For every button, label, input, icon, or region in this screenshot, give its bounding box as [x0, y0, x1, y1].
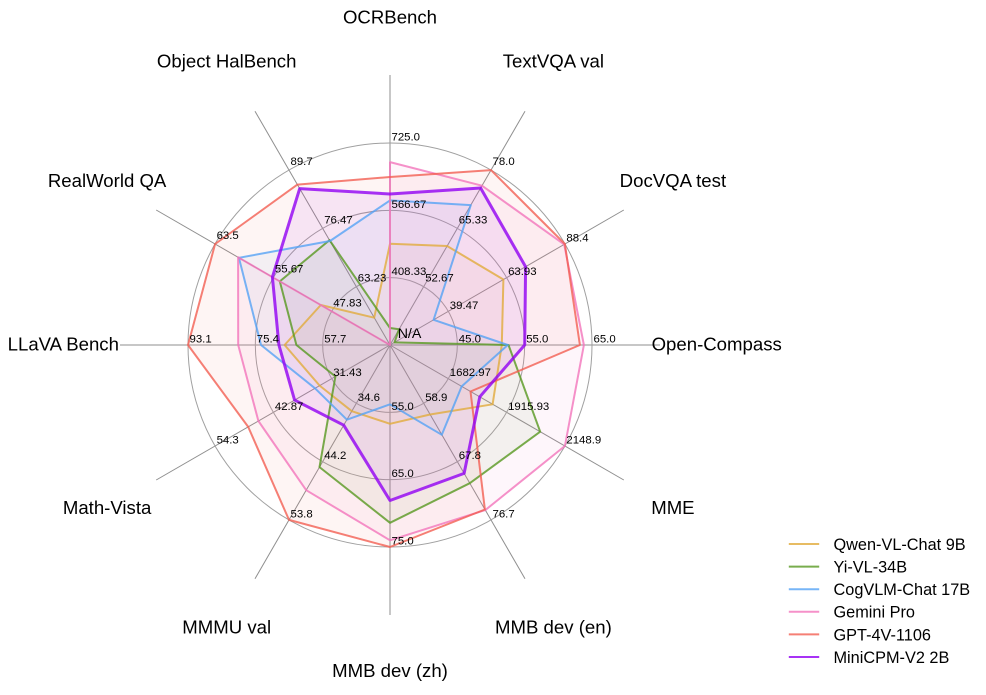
svg-text:67.8: 67.8	[459, 450, 481, 462]
svg-text:TextVQA val: TextVQA val	[503, 51, 604, 72]
svg-text:566.67: 566.67	[392, 199, 427, 211]
svg-text:45.0: 45.0	[459, 334, 481, 346]
svg-text:89.7: 89.7	[291, 156, 313, 168]
svg-text:Yi-VL-34B: Yi-VL-34B	[834, 559, 908, 577]
svg-text:725.0: 725.0	[392, 132, 421, 144]
svg-text:RealWorld QA: RealWorld QA	[48, 170, 167, 191]
svg-text:1682.97: 1682.97	[450, 367, 491, 379]
svg-text:57.7: 57.7	[324, 334, 346, 346]
svg-text:63.5: 63.5	[217, 230, 239, 242]
svg-text:MMB dev (en): MMB dev (en)	[495, 616, 612, 637]
svg-text:93.1: 93.1	[190, 334, 212, 346]
svg-text:MME: MME	[651, 497, 694, 518]
svg-text:Math-Vista: Math-Vista	[63, 497, 152, 518]
svg-text:42.87: 42.87	[275, 401, 304, 413]
svg-text:2148.9: 2148.9	[566, 435, 601, 447]
svg-text:52.67: 52.67	[425, 273, 454, 285]
svg-text:75.4: 75.4	[257, 334, 279, 346]
svg-text:65.0: 65.0	[594, 334, 616, 346]
svg-text:OCRBench: OCRBench	[343, 7, 437, 28]
svg-text:55.67: 55.67	[275, 264, 304, 276]
svg-text:Gemini Pro: Gemini Pro	[834, 604, 915, 622]
svg-text:1915.93: 1915.93	[508, 401, 549, 413]
svg-text:65.0: 65.0	[392, 468, 414, 480]
svg-text:88.4: 88.4	[566, 233, 588, 245]
svg-text:N/A: N/A	[398, 326, 422, 342]
svg-text:76.47: 76.47	[324, 214, 353, 226]
svg-text:58.9: 58.9	[425, 392, 447, 404]
svg-text:55.0: 55.0	[526, 334, 548, 346]
svg-text:LLaVA Bench: LLaVA Bench	[8, 333, 119, 354]
svg-text:39.47: 39.47	[450, 300, 479, 312]
svg-text:DocVQA test: DocVQA test	[620, 170, 727, 191]
svg-text:54.3: 54.3	[217, 435, 239, 447]
svg-text:53.8: 53.8	[291, 508, 313, 520]
svg-text:63.93: 63.93	[508, 266, 537, 278]
svg-text:MiniCPM-V2 2B: MiniCPM-V2 2B	[834, 649, 950, 667]
svg-text:76.7: 76.7	[493, 508, 515, 520]
svg-text:47.83: 47.83	[333, 297, 362, 309]
svg-text:65.33: 65.33	[459, 214, 488, 226]
svg-text:408.33: 408.33	[392, 266, 427, 278]
svg-text:GPT-4V-1106: GPT-4V-1106	[834, 626, 931, 644]
svg-text:Open-Compass: Open-Compass	[652, 333, 782, 354]
svg-text:34.6: 34.6	[358, 392, 380, 404]
svg-text:Qwen-VL-Chat 9B: Qwen-VL-Chat 9B	[834, 536, 966, 554]
svg-text:55.0: 55.0	[392, 401, 414, 413]
svg-text:MMB dev (zh): MMB dev (zh)	[332, 660, 448, 681]
svg-text:44.2: 44.2	[324, 450, 346, 462]
svg-text:78.0: 78.0	[493, 156, 515, 168]
svg-text:31.43: 31.43	[333, 367, 362, 379]
svg-text:75.0: 75.0	[392, 536, 414, 548]
svg-text:MMMU val: MMMU val	[182, 616, 271, 637]
svg-text:CogVLM-Chat 17B: CogVLM-Chat 17B	[834, 581, 971, 599]
svg-text:63.23: 63.23	[358, 273, 387, 285]
svg-text:Object HalBench: Object HalBench	[157, 51, 297, 72]
